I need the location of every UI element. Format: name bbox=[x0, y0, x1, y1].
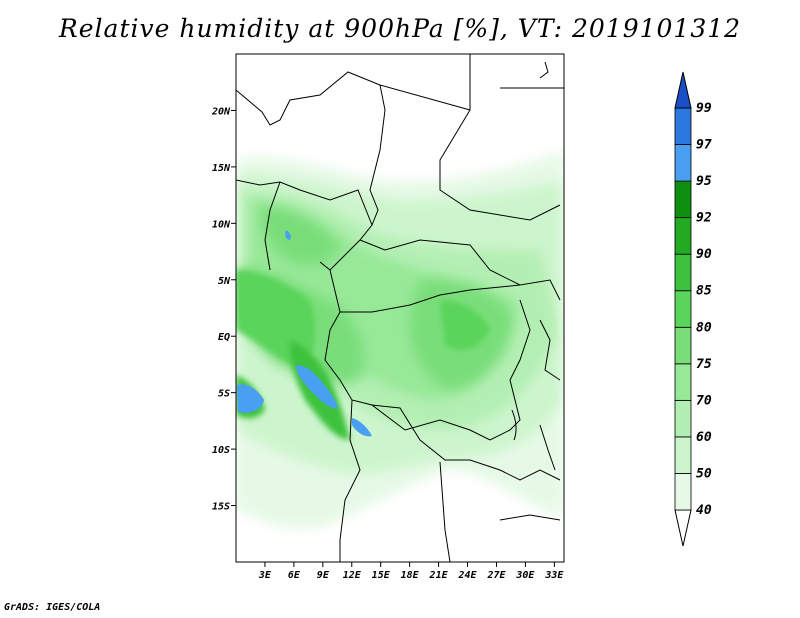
colorbar-label: 50 bbox=[696, 466, 712, 481]
lat-tick-label: 20N bbox=[211, 106, 231, 117]
colorbar-label: 97 bbox=[696, 138, 712, 153]
colorbar-label: 80 bbox=[696, 320, 712, 335]
colorbar-label: 60 bbox=[696, 430, 712, 445]
colorbar-low-triangle bbox=[674, 509, 692, 547]
lat-tick-label: EQ bbox=[218, 332, 230, 343]
latitude-axis: 20N 15N 10N 5N EQ 5S 10S 15S bbox=[211, 106, 236, 513]
lon-tick-label: 24E bbox=[457, 570, 477, 581]
lat-tick-label: 5S bbox=[218, 389, 230, 400]
colorbar-segment bbox=[674, 180, 692, 219]
lon-tick-label: 33E bbox=[544, 570, 564, 581]
lon-tick-label: 30E bbox=[515, 570, 535, 581]
lon-tick-label: 6E bbox=[288, 570, 301, 581]
colorbar-segment bbox=[674, 144, 692, 182]
colorbar-segment bbox=[674, 253, 692, 292]
colorbar-segment bbox=[674, 363, 692, 401]
colorbar: 40 50 60 70 75 80 85 90 92 95 97 99 bbox=[674, 71, 712, 547]
lat-tick-label: 15S bbox=[212, 502, 230, 513]
lon-tick-label: 9E bbox=[317, 570, 330, 581]
colorbar-segment bbox=[674, 326, 692, 365]
colorbar-high-triangle bbox=[674, 71, 692, 109]
colorbar-label: 95 bbox=[696, 174, 712, 189]
colorbar-segment bbox=[674, 107, 692, 145]
colorbar-segment bbox=[674, 290, 692, 328]
plot-frame bbox=[235, 53, 565, 563]
lat-tick-label: 10N bbox=[212, 219, 231, 230]
lat-tick-label: 15N bbox=[212, 163, 231, 174]
lon-tick-label: 21E bbox=[429, 570, 449, 581]
colorbar-label: 99 bbox=[696, 101, 712, 116]
colorbar-label: 75 bbox=[696, 357, 712, 372]
map-title: Relative humidity at 900hPa [%], VT: 201… bbox=[58, 14, 742, 43]
colorbar-segment bbox=[674, 473, 692, 511]
colorbar-label: 40 bbox=[696, 503, 712, 518]
colorbar-segment bbox=[674, 436, 692, 474]
lon-tick-label: 18E bbox=[401, 570, 420, 581]
country-borders bbox=[236, 54, 564, 562]
lat-tick-label: 5N bbox=[218, 276, 231, 287]
longitude-axis: 3E 6E 9E 12E 15E 18E 21E 24E 27E 30E 33E bbox=[258, 562, 564, 581]
lon-tick-label: 15E bbox=[372, 570, 391, 581]
humidity-field bbox=[236, 150, 564, 529]
lon-tick-label: 12E bbox=[343, 570, 362, 581]
colorbar-segment bbox=[674, 399, 692, 438]
colorbar-label: 70 bbox=[696, 393, 712, 408]
lon-tick-label: 3E bbox=[258, 570, 272, 581]
colorbar-label: 92 bbox=[696, 211, 712, 226]
lat-tick-label: 10S bbox=[212, 445, 230, 456]
colorbar-segment bbox=[674, 217, 692, 255]
colorbar-label: 85 bbox=[696, 284, 712, 299]
lon-tick-label: 27E bbox=[486, 570, 506, 581]
colorbar-label: 90 bbox=[696, 247, 712, 262]
grads-credit: GrADS: IGES/COLA bbox=[4, 602, 101, 613]
